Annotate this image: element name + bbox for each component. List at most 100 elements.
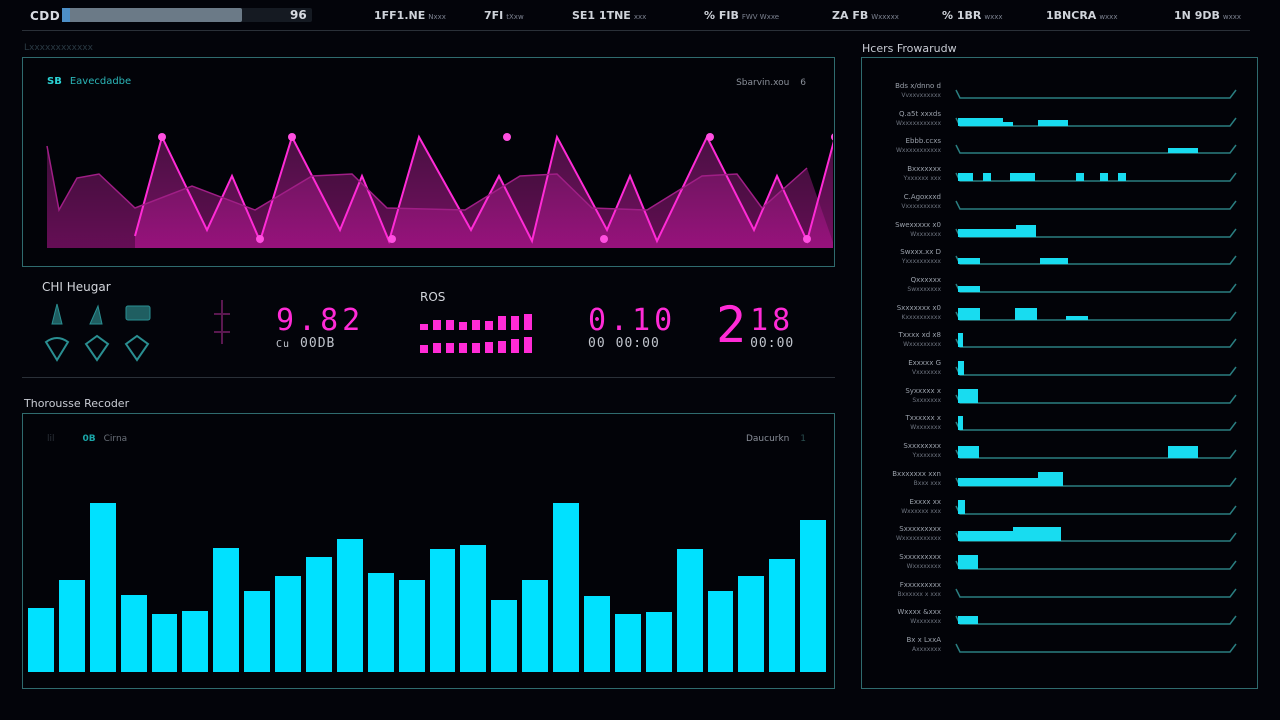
process-row[interactable]: Exxxxx G Vxxxxxxx	[862, 359, 1257, 385]
process-detail: Wxxxxxxxxxxx	[896, 147, 941, 155]
data-point-marker	[288, 133, 296, 141]
bar	[614, 614, 641, 672]
process-name: Txxxx xd x8	[898, 331, 941, 340]
process-row[interactable]: Sxxxxxxxxx Wxxxxxxxxxxx	[862, 525, 1257, 551]
data-point-marker	[706, 133, 714, 141]
section-label: Lxxxxxxxxxxxx	[24, 43, 93, 53]
data-point-marker	[158, 133, 166, 141]
process-name: Bxxxxxxx xxn	[892, 469, 941, 478]
mini-bar	[498, 341, 506, 353]
line-chart-tag: SB	[47, 76, 62, 87]
line-chart-meta-value: 6	[800, 78, 806, 88]
bar	[460, 545, 487, 672]
process-timeline	[955, 224, 1237, 238]
process-row[interactable]: Exxxx xx Wxxxxxx xxx	[862, 498, 1257, 524]
process-row[interactable]: Wxxxx &xxx Wxxxxxxx	[862, 608, 1257, 634]
metric-count-big: 2	[716, 296, 747, 354]
process-timeline	[955, 471, 1237, 487]
metric-count-value: 18	[750, 303, 795, 338]
bar	[244, 591, 271, 672]
top-bar: CDD 96 1FF1.NE Nxxx 7FI tXxw SE1 1TNE xxx % FI…	[0, 0, 1280, 32]
process-row[interactable]: Sxxxxxxxxx Wxxxxxxxx	[862, 553, 1257, 579]
top-stat: % 1BR wxxx	[942, 9, 1003, 22]
process-timeline	[955, 200, 1237, 210]
process-row[interactable]: Txxxxxx x Wxxxxxxx	[862, 414, 1257, 440]
process-detail: Wxxxxxxx	[910, 424, 941, 432]
process-row[interactable]: Fxxxxxxxxx Bxxxxxx x xxx	[862, 581, 1257, 607]
bar	[800, 520, 827, 672]
process-name: Swexxxxx x0	[895, 220, 941, 229]
process-timeline	[955, 117, 1237, 127]
process-row[interactable]: Syxxxxx x Sxxxxxxx	[862, 387, 1257, 413]
bar	[398, 580, 425, 672]
process-row[interactable]: C.Agoxxxd Vxxxxxxxxxx	[862, 193, 1257, 219]
bar-chart-meta-value: 1	[800, 434, 806, 444]
bar	[275, 576, 302, 672]
top-stat-value: ZA FB	[832, 9, 869, 22]
data-point-marker	[388, 235, 396, 243]
process-row[interactable]: Bxxxxxxx Yxxxxxx xxx	[862, 165, 1257, 191]
process-name: Bx x LxxA	[906, 636, 941, 644]
legend-faint-tag: lil	[47, 434, 55, 444]
process-row[interactable]: Sxxxxxxxx Yxxxxxxx	[862, 442, 1257, 468]
top-stat-unit: Wxxxxx	[871, 13, 899, 21]
data-point-marker	[600, 235, 608, 243]
bar	[306, 557, 332, 672]
bar	[213, 548, 240, 672]
process-detail: Vvxxvxxxxxx	[901, 92, 941, 99]
bar	[367, 573, 394, 672]
process-timeline	[955, 615, 1237, 626]
app-logo: CDD	[30, 9, 61, 23]
triangle-icon[interactable]	[42, 300, 72, 328]
top-stat: ZA FB Wxxxxx	[832, 9, 899, 22]
bar-chart	[28, 442, 827, 672]
process-row[interactable]: Q.a5t xxxds Wxxxxxxxxxxx	[862, 110, 1257, 136]
diamond-icon[interactable]	[82, 334, 112, 362]
bell-icon[interactable]	[82, 300, 112, 328]
process-timeline	[955, 416, 1237, 432]
process-detail: Wxxxxxxxxxxx	[896, 119, 941, 127]
progress-fill	[62, 8, 242, 22]
gem-icon[interactable]	[122, 334, 152, 362]
process-row[interactable]: Swexxxxx x0 Wxxxxxxx	[862, 221, 1257, 247]
process-name: Syxxxxx x	[905, 386, 941, 395]
ros-mini-bars	[420, 314, 540, 360]
process-name: Ebbb.ccxs	[905, 137, 941, 146]
process-timeline	[955, 283, 1237, 293]
top-stat-unit: wxxx	[984, 13, 1003, 21]
data-point-marker	[831, 133, 833, 141]
top-stat-unit: wxxx	[1099, 13, 1118, 21]
process-row[interactable]: Txxxx xd x8 Wxxxxxxxxx	[862, 331, 1257, 357]
bar-chart-meta-label: Daucurkn	[745, 434, 790, 444]
progress-bar	[62, 8, 312, 22]
process-name: Fxxxxxxxxx	[899, 580, 941, 589]
process-timeline	[955, 255, 1237, 265]
bar	[429, 549, 456, 672]
mini-bar	[524, 337, 532, 353]
mini-bar	[459, 343, 467, 353]
process-detail: Wxxxxxxxx	[906, 562, 941, 570]
process-timeline	[955, 554, 1237, 570]
process-row[interactable]: Bxxxxxxx xxn Bxxx xxx	[862, 470, 1257, 496]
divider	[22, 30, 1250, 31]
process-row[interactable]: Bx x LxxA Axxxxxxx	[862, 636, 1257, 662]
top-stat-unit: wxxx	[1222, 13, 1242, 21]
mini-bar	[485, 342, 493, 353]
process-detail: Yxxxxxxx	[912, 452, 941, 460]
process-row[interactable]: Qxxxxxx Swxxxxxxx	[862, 276, 1257, 302]
process-row[interactable]: Sxxxxxxx x0 Kxxxxxxxxxx	[862, 304, 1257, 330]
line-chart-title: Eavecdadbe	[69, 76, 132, 87]
process-row[interactable]: Bds x/dnno d Vvxxvxxxxxx	[862, 82, 1257, 108]
process-timeline	[955, 446, 1237, 459]
process-row[interactable]: Ebbb.ccxs Wxxxxxxxxxxx	[862, 137, 1257, 163]
legend-tag: 0B	[82, 434, 96, 444]
process-detail: Swxxxxxxx	[907, 285, 941, 293]
bar	[738, 576, 765, 672]
data-point-marker	[803, 235, 811, 243]
process-detail: Wxxxxxx xxx	[901, 507, 941, 515]
process-row[interactable]: Swxxx.xx D Yxxxxxxxxxx	[862, 248, 1257, 274]
display-icon[interactable]	[122, 300, 152, 328]
shield-icon[interactable]	[42, 334, 72, 362]
top-stat-value: 1N 9DB	[1174, 9, 1220, 22]
process-detail: Yxxxxxxxxxx	[901, 258, 941, 266]
